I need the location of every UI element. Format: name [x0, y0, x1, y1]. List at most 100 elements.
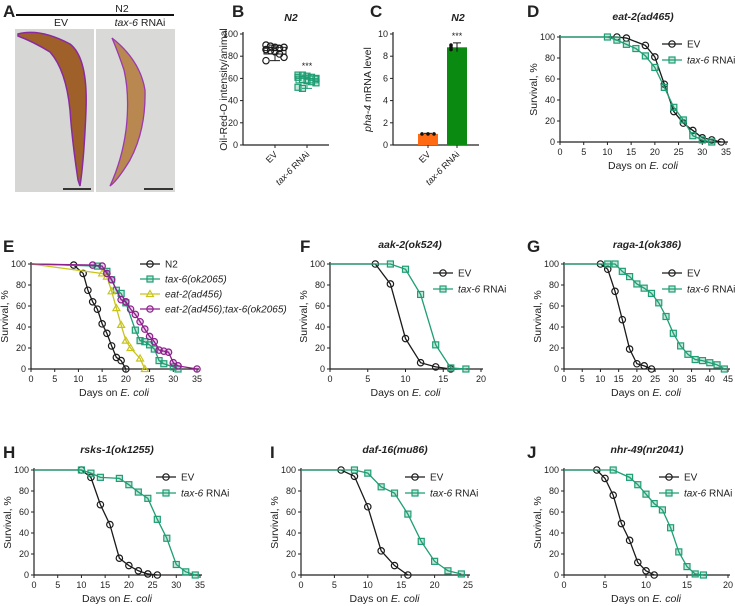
chart-title: N2: [284, 12, 298, 24]
ev-worm: [17, 31, 87, 187]
chart-title: N2: [451, 12, 465, 24]
legend-label-italic: eat-2(ad456);tax-6(ok2065): [165, 305, 287, 316]
panel-e: E 0 20 40 60 80 100 0 5 10 15 20 25 30 35 Days on E. co…: [0, 237, 287, 399]
data-point: [640, 284, 648, 292]
y-tick-label: 80: [228, 51, 238, 61]
x-tick-label: 0: [327, 374, 332, 384]
data-point: [699, 571, 708, 579]
data-point: [144, 570, 152, 578]
data-point: [172, 560, 180, 569]
data-point: [262, 45, 270, 54]
x-axis-label-italic: E. coli: [652, 387, 681, 399]
y-tick-label: 6: [383, 73, 388, 83]
data-point: [145, 289, 155, 298]
data-point: [134, 488, 142, 496]
y-tick-label: 20: [545, 116, 555, 126]
data-point: [640, 362, 648, 370]
x-tick-label: 0: [561, 580, 566, 590]
data-point: [191, 571, 199, 579]
legend-label-italic: tax-6: [458, 285, 481, 296]
data-point: [107, 286, 117, 295]
data-point: [609, 466, 617, 474]
y-axis-label: Survival, %: [532, 496, 544, 549]
data-point: [444, 567, 452, 575]
data-point: [79, 269, 87, 278]
series-line: [34, 469, 196, 576]
data-point: [266, 46, 275, 55]
y-tick-label: 100: [11, 259, 26, 269]
data-point: [665, 489, 673, 497]
legend-label-text: EV: [687, 40, 701, 51]
y-tick-label: 100: [281, 465, 296, 475]
x-tick-label: 0: [298, 580, 303, 590]
data-point: [691, 570, 699, 578]
data-point: [271, 47, 279, 56]
series-1: tax-6 RNAi: [560, 33, 735, 146]
box-1: ***: [294, 61, 320, 92]
y-tick-label: 20: [315, 343, 325, 353]
data-point: [162, 489, 170, 497]
y-tick-label: 80: [549, 280, 559, 290]
data-point: [611, 260, 619, 268]
y-tick-label: 60: [16, 301, 26, 311]
legend-label-italic: eat-2(ad456): [165, 290, 222, 301]
x-tick-label: 25: [148, 580, 158, 590]
data-point: [641, 41, 650, 50]
data-point: [633, 359, 641, 368]
data-point: [662, 312, 670, 321]
y-tick-label: 100: [544, 259, 559, 269]
data-point: [106, 520, 114, 529]
tax6-worm: [109, 37, 146, 187]
legend-label-italic: tax-6: [687, 285, 710, 296]
y-tick-label: 80: [315, 280, 325, 290]
data-point: [169, 363, 177, 371]
series-line: [34, 469, 158, 576]
data-point: [298, 84, 307, 92]
data-point: [691, 355, 699, 364]
data-point: [88, 297, 97, 306]
y-tick-label: 20: [19, 549, 29, 559]
x-tick-label-text: EV: [417, 149, 433, 165]
data-point: [420, 132, 424, 136]
y-tick-label: 60: [228, 73, 238, 83]
x-tick-label: 15: [396, 580, 406, 590]
panel-letter: J: [527, 443, 536, 462]
series-line: [560, 36, 712, 143]
data-point: [613, 36, 621, 44]
panel-letter: F: [300, 237, 310, 256]
data-point: [126, 343, 136, 352]
legend-label: EV: [181, 473, 195, 484]
tax6-label: tax-6 RNAi: [115, 17, 166, 29]
series-line: [301, 469, 409, 576]
series-0: EV: [301, 466, 444, 579]
data-point: [160, 360, 168, 368]
y-tick-label: 2: [383, 118, 388, 128]
panel-letter: H: [3, 443, 15, 462]
significance-label: ***: [452, 31, 463, 41]
legend-label-italic: tax-6: [430, 489, 453, 500]
data-point: [698, 136, 706, 144]
chart-title: nhr-49(nr2041): [611, 444, 684, 456]
data-point: [386, 280, 395, 288]
series-2: eat-2(ad456): [30, 263, 222, 373]
series-line: [330, 263, 466, 370]
y-tick-label: 60: [286, 507, 296, 517]
x-tick-label: 10: [400, 374, 410, 384]
data-point: [668, 40, 676, 48]
data-point: [390, 561, 399, 570]
data-point: [363, 502, 372, 511]
data-point: [411, 489, 419, 497]
x-axis-label-text: Days on: [611, 387, 652, 399]
data-point: [115, 474, 123, 482]
y-tick-label: 8: [383, 51, 388, 61]
legend-label: tax-6 RNAi: [181, 489, 229, 500]
data-point: [294, 83, 302, 91]
data-point: [632, 44, 640, 53]
x-tick-label: 35: [195, 580, 205, 590]
series-line: [564, 469, 704, 576]
data-point: [617, 519, 626, 528]
chart-title: aak-2(ok524): [378, 239, 442, 251]
data-point: [625, 536, 634, 545]
x-tick-label: 0: [31, 580, 36, 590]
